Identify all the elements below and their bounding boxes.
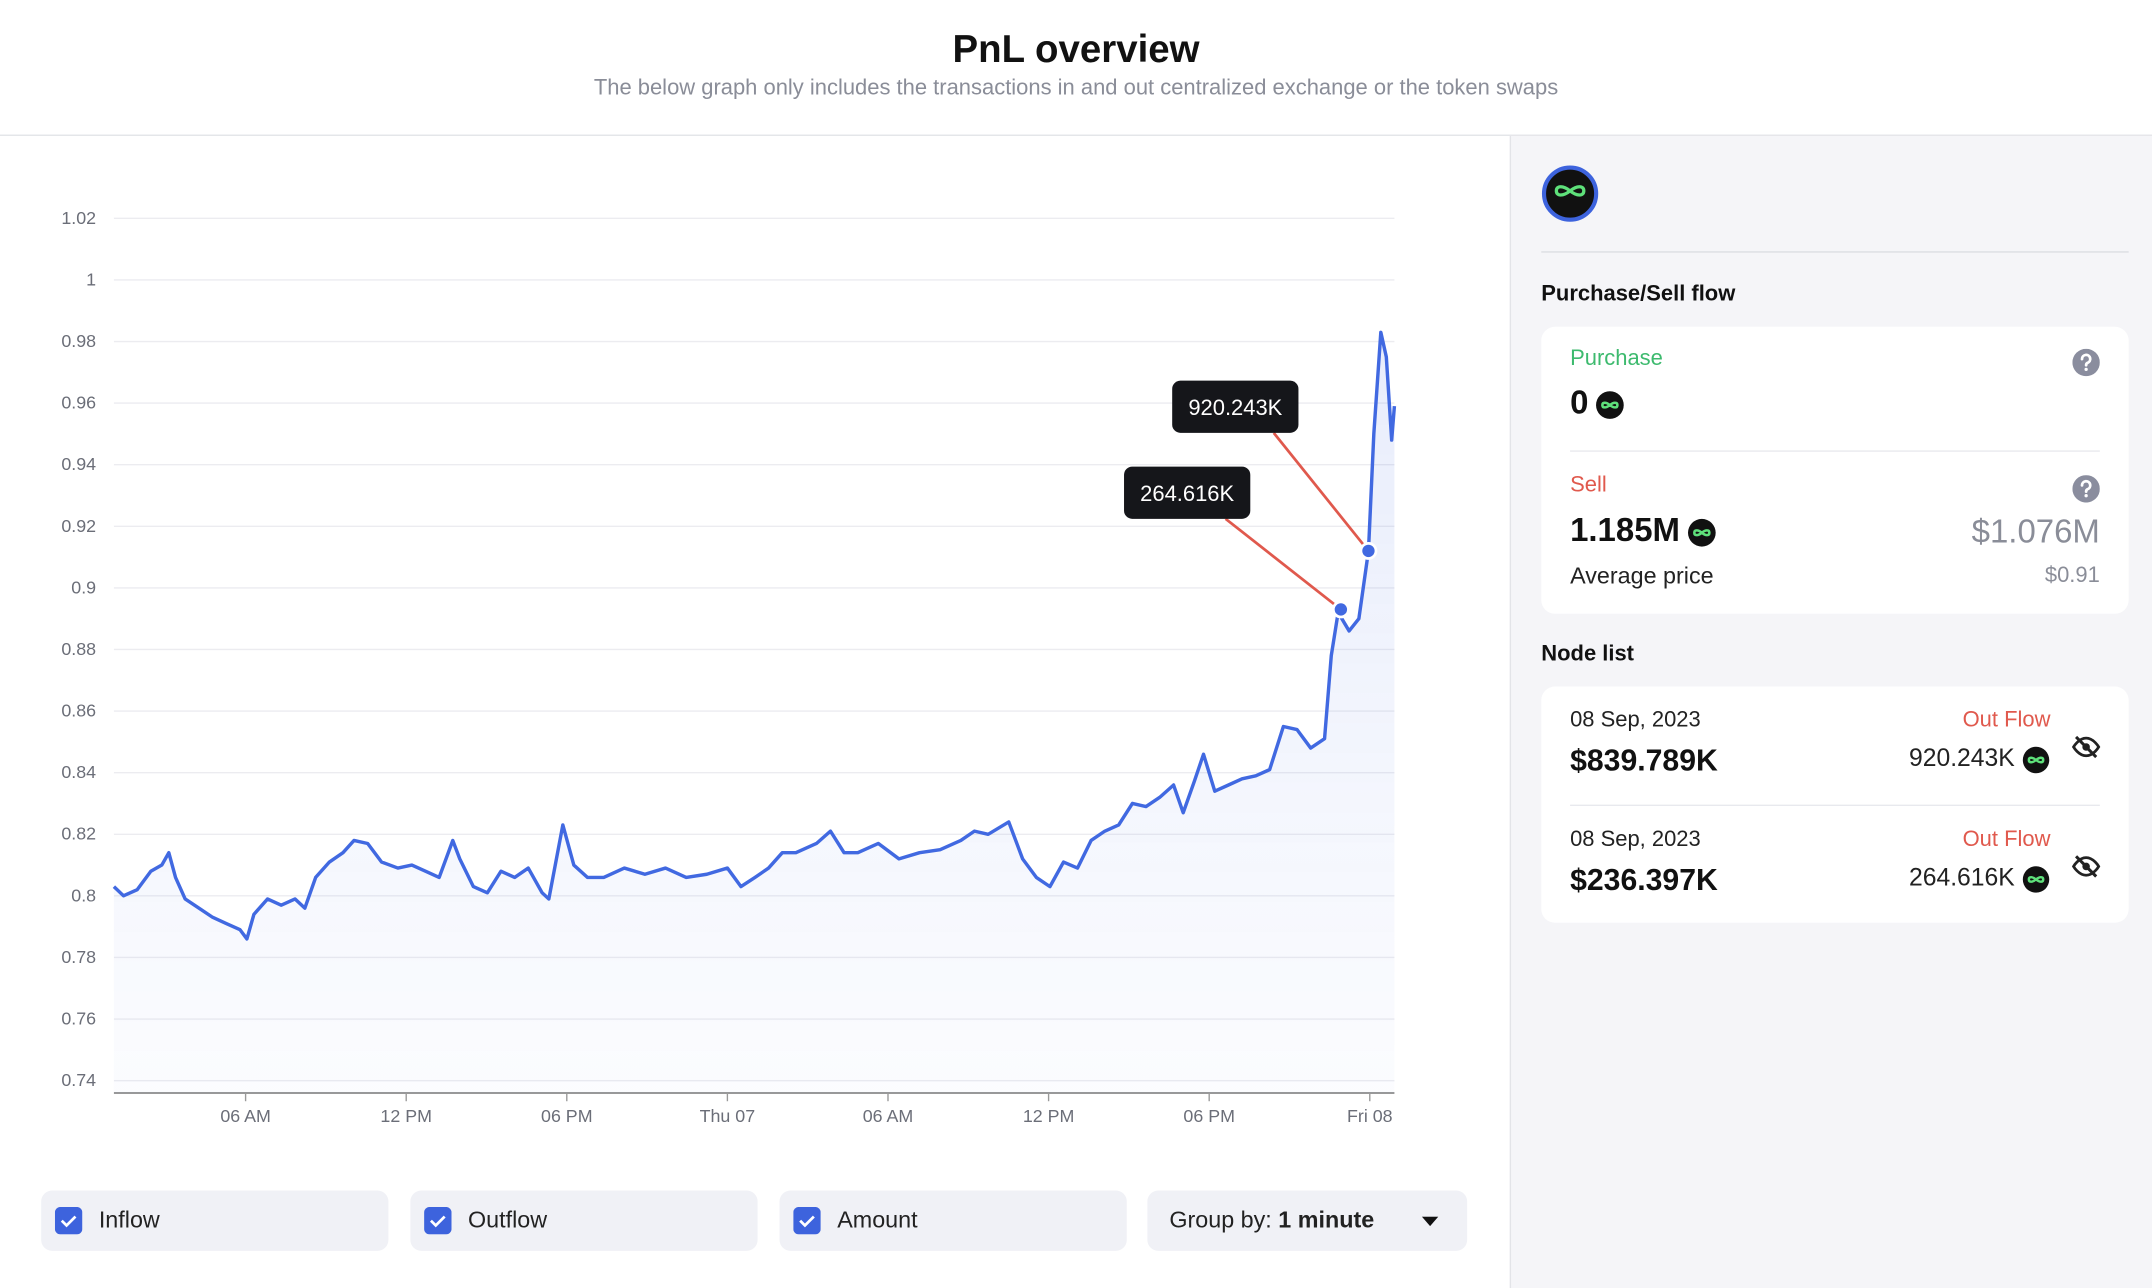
area [113,332,1395,1093]
y-tick-label: 0.82 [61,824,96,844]
tooltip [1124,466,1251,519]
y-tick-label: 1.02 [61,208,96,228]
sell-label: Sell [1570,473,1607,498]
y-tick-label: 0.84 [61,762,96,782]
x-tick-label: 06 AM [863,1106,914,1126]
node-date: 08 Sep, 2023 [1570,708,1701,732]
node-usd: $236.397K [1570,862,1718,897]
x-tick-label: 06 PM [541,1106,593,1126]
node-amount: 920.243K [1909,744,2050,774]
caret [1421,1216,1439,1227]
tooltip [1172,380,1299,433]
node-flow: Out Flow [1962,827,2051,852]
group-by-value: 1 minute [1278,1206,1375,1234]
group-by-label: Group by: [1169,1206,1272,1234]
checkbox[interactable] [424,1207,451,1234]
y-tick-label: 0.96 [61,393,96,413]
annotation-connector [1224,517,1342,611]
y-tick-label: 0.86 [61,701,96,721]
purchase-label: Purchase [1570,347,1663,371]
y-tick-label: 0.98 [61,331,96,351]
help-icon[interactable] [2072,349,2099,376]
sell-amount: 1.185M [1570,512,1717,550]
divider [1541,251,2129,253]
x-tick-label: 06 PM [1183,1106,1235,1126]
page-title: PnL overview [952,27,1200,71]
chart: 0.74 0.76 0.78 0.8 0.82 0.84 0.86 0.88 0.9 0.92 0.… [61,208,1397,1126]
divider [1570,804,2100,807]
purchase-amount: 0 [1570,384,1625,422]
line [112,330,1397,941]
amount-text: 920.243K [1908,744,2015,772]
toggle-label: Amount [837,1206,918,1234]
section-title: Node list [1541,642,1634,666]
hide-icon[interactable] [2071,732,2101,762]
node-amount: 264.616K [1909,864,2050,894]
hide-icon[interactable] [2071,851,2101,881]
y-tick-label: 0.92 [61,516,96,536]
token-icon [2022,745,2051,774]
toggle-label: Inflow [98,1206,160,1234]
page-subtitle: The below graph only includes the transa… [593,76,1559,101]
token-icon [2022,865,2051,894]
amount-text: 0 [1570,384,1589,422]
amount-text: 264.616K [1908,863,2015,892]
divider [1570,450,2100,452]
toggle-label: Outflow [468,1206,548,1234]
amount-toggle[interactable]: Amount [779,1190,1127,1251]
outflow-toggle[interactable]: Outflow [410,1190,758,1251]
token-icon [1595,389,1625,419]
token-icon [1687,517,1717,547]
y-tick-label: 1 [86,269,96,289]
y-tick-label: 0.94 [61,454,96,474]
y-tick-label: 0.88 [61,639,96,659]
y-tick-label: 0.74 [61,1070,96,1090]
checkbox[interactable] [55,1207,82,1234]
amount-text: 1.185M [1570,512,1680,550]
x-tick-label: 06 AM [220,1106,271,1126]
annotation-connector [1272,431,1370,552]
x-tick-label: 12 PM [380,1106,432,1126]
node-flow: Out Flow [1962,708,2051,732]
tooltip-label: 264.616K [1140,481,1234,506]
group-by-dropdown[interactable]: Group by: 1 minute [1147,1190,1468,1251]
node-card: 08 Sep, 2023 Out Flow $839.789K 920.243K… [1541,686,2129,923]
y-tick-label: 0.8 [71,885,96,905]
y-tick-label: 0.9 [71,577,96,597]
x-tick-label: Fri 08 [1347,1106,1393,1126]
x-tick-label: Thu 07 [700,1106,756,1126]
sidebar: Purchase/Sell flow Purchase 0 Sell 1.185… [1509,135,2152,1288]
sell-usd: $1.076M [1971,513,2100,551]
avg-price-label: Average price [1570,562,1714,590]
annotation-point [1331,600,1350,619]
y-tick-label: 0.76 [61,1009,96,1029]
tooltip-label: 920.243K [1188,395,1282,420]
x-tick-label: 12 PM [1023,1106,1075,1126]
dropdown-label: Group by: 1 minute [1169,1207,1374,1234]
token-logo [1541,165,1599,222]
inflow-toggle[interactable]: Inflow [41,1190,389,1251]
y-tick-label: 0.78 [61,947,96,967]
help-icon[interactable] [2072,475,2099,502]
section-title: Purchase/Sell flow [1541,282,1736,307]
header: PnL overview The below graph only includ… [0,0,2152,136]
avg-price: $0.91 [2044,564,2100,588]
annotation-point [1359,542,1378,560]
checkbox[interactable] [793,1207,820,1234]
node-date: 08 Sep, 2023 [1570,827,1701,852]
flow-card: Purchase 0 Sell 1.185M $1.076M Average p… [1541,326,2129,614]
node-usd: $839.789K [1570,742,1718,778]
